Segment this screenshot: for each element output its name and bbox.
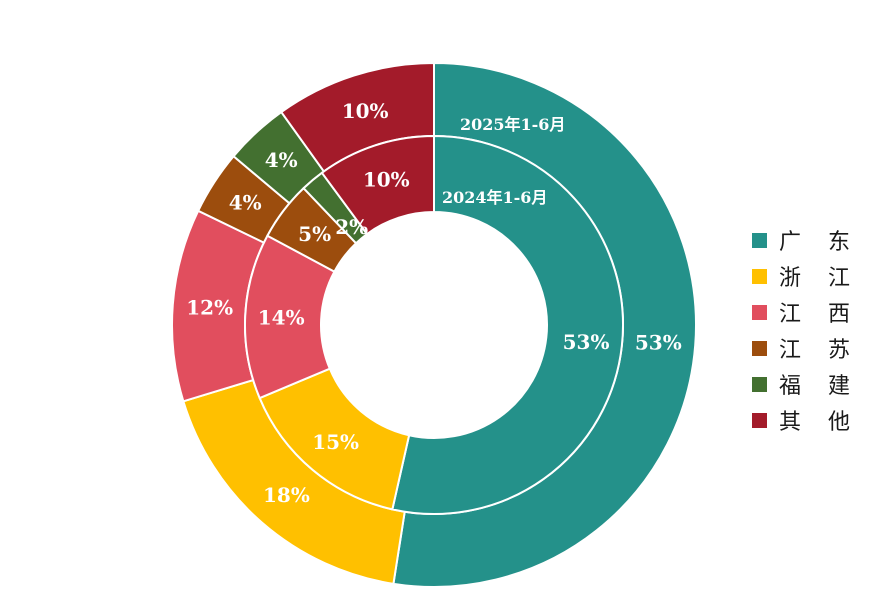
data-label: 15% — [312, 430, 359, 454]
data-label: 10% — [363, 168, 410, 192]
legend-item: 浙 江 — [752, 258, 860, 294]
inner-ring-label: 2024年1-6月 — [442, 188, 547, 207]
legend-item: 江 西 — [752, 294, 860, 330]
legend-swatch — [752, 232, 767, 248]
data-label: 5% — [298, 222, 331, 246]
data-label: 18% — [263, 483, 310, 507]
legend-swatch — [752, 304, 767, 320]
inner-ring-2024 — [244, 134, 624, 515]
data-label: 12% — [186, 296, 233, 320]
data-labels: 53% 15% 14% 5% 2% 10% 53% 18% 12% 4%4% 10% — [186, 99, 681, 507]
legend-label: 浙 江 — [779, 266, 860, 291]
legend-swatch — [752, 376, 767, 392]
legend-label: 江 苏 — [779, 338, 860, 363]
legend-swatch — [752, 268, 767, 284]
data-label: 14% — [258, 306, 305, 330]
legend-item: 福 建 — [752, 366, 860, 402]
legend-item: 江 苏 — [752, 330, 860, 366]
legend-label: 江 西 — [779, 302, 860, 327]
legend-label: 其 他 — [779, 410, 860, 435]
pie-slice — [320, 134, 435, 236]
data-label: 53% — [563, 330, 610, 354]
data-label: 4% — [265, 148, 298, 172]
outer-ring-label: 2025年1-6月 — [460, 115, 565, 134]
legend-item: 其 他 — [752, 402, 860, 438]
legend-swatch — [752, 412, 767, 428]
legend-label: 广 东 — [779, 230, 860, 255]
data-label: 4% — [229, 191, 262, 215]
data-label: 53% — [635, 330, 682, 354]
pie-slice — [391, 134, 624, 515]
data-label: 10% — [342, 99, 389, 123]
legend-swatch — [752, 340, 767, 356]
data-label: 2% — [335, 215, 368, 239]
legend: 广 东 浙 江 江 西 江 苏 福 建 其 他 — [752, 222, 860, 438]
legend-item: 广 东 — [752, 222, 860, 258]
legend-label: 福 建 — [779, 374, 860, 399]
outer-ring-2025 — [171, 61, 697, 588]
